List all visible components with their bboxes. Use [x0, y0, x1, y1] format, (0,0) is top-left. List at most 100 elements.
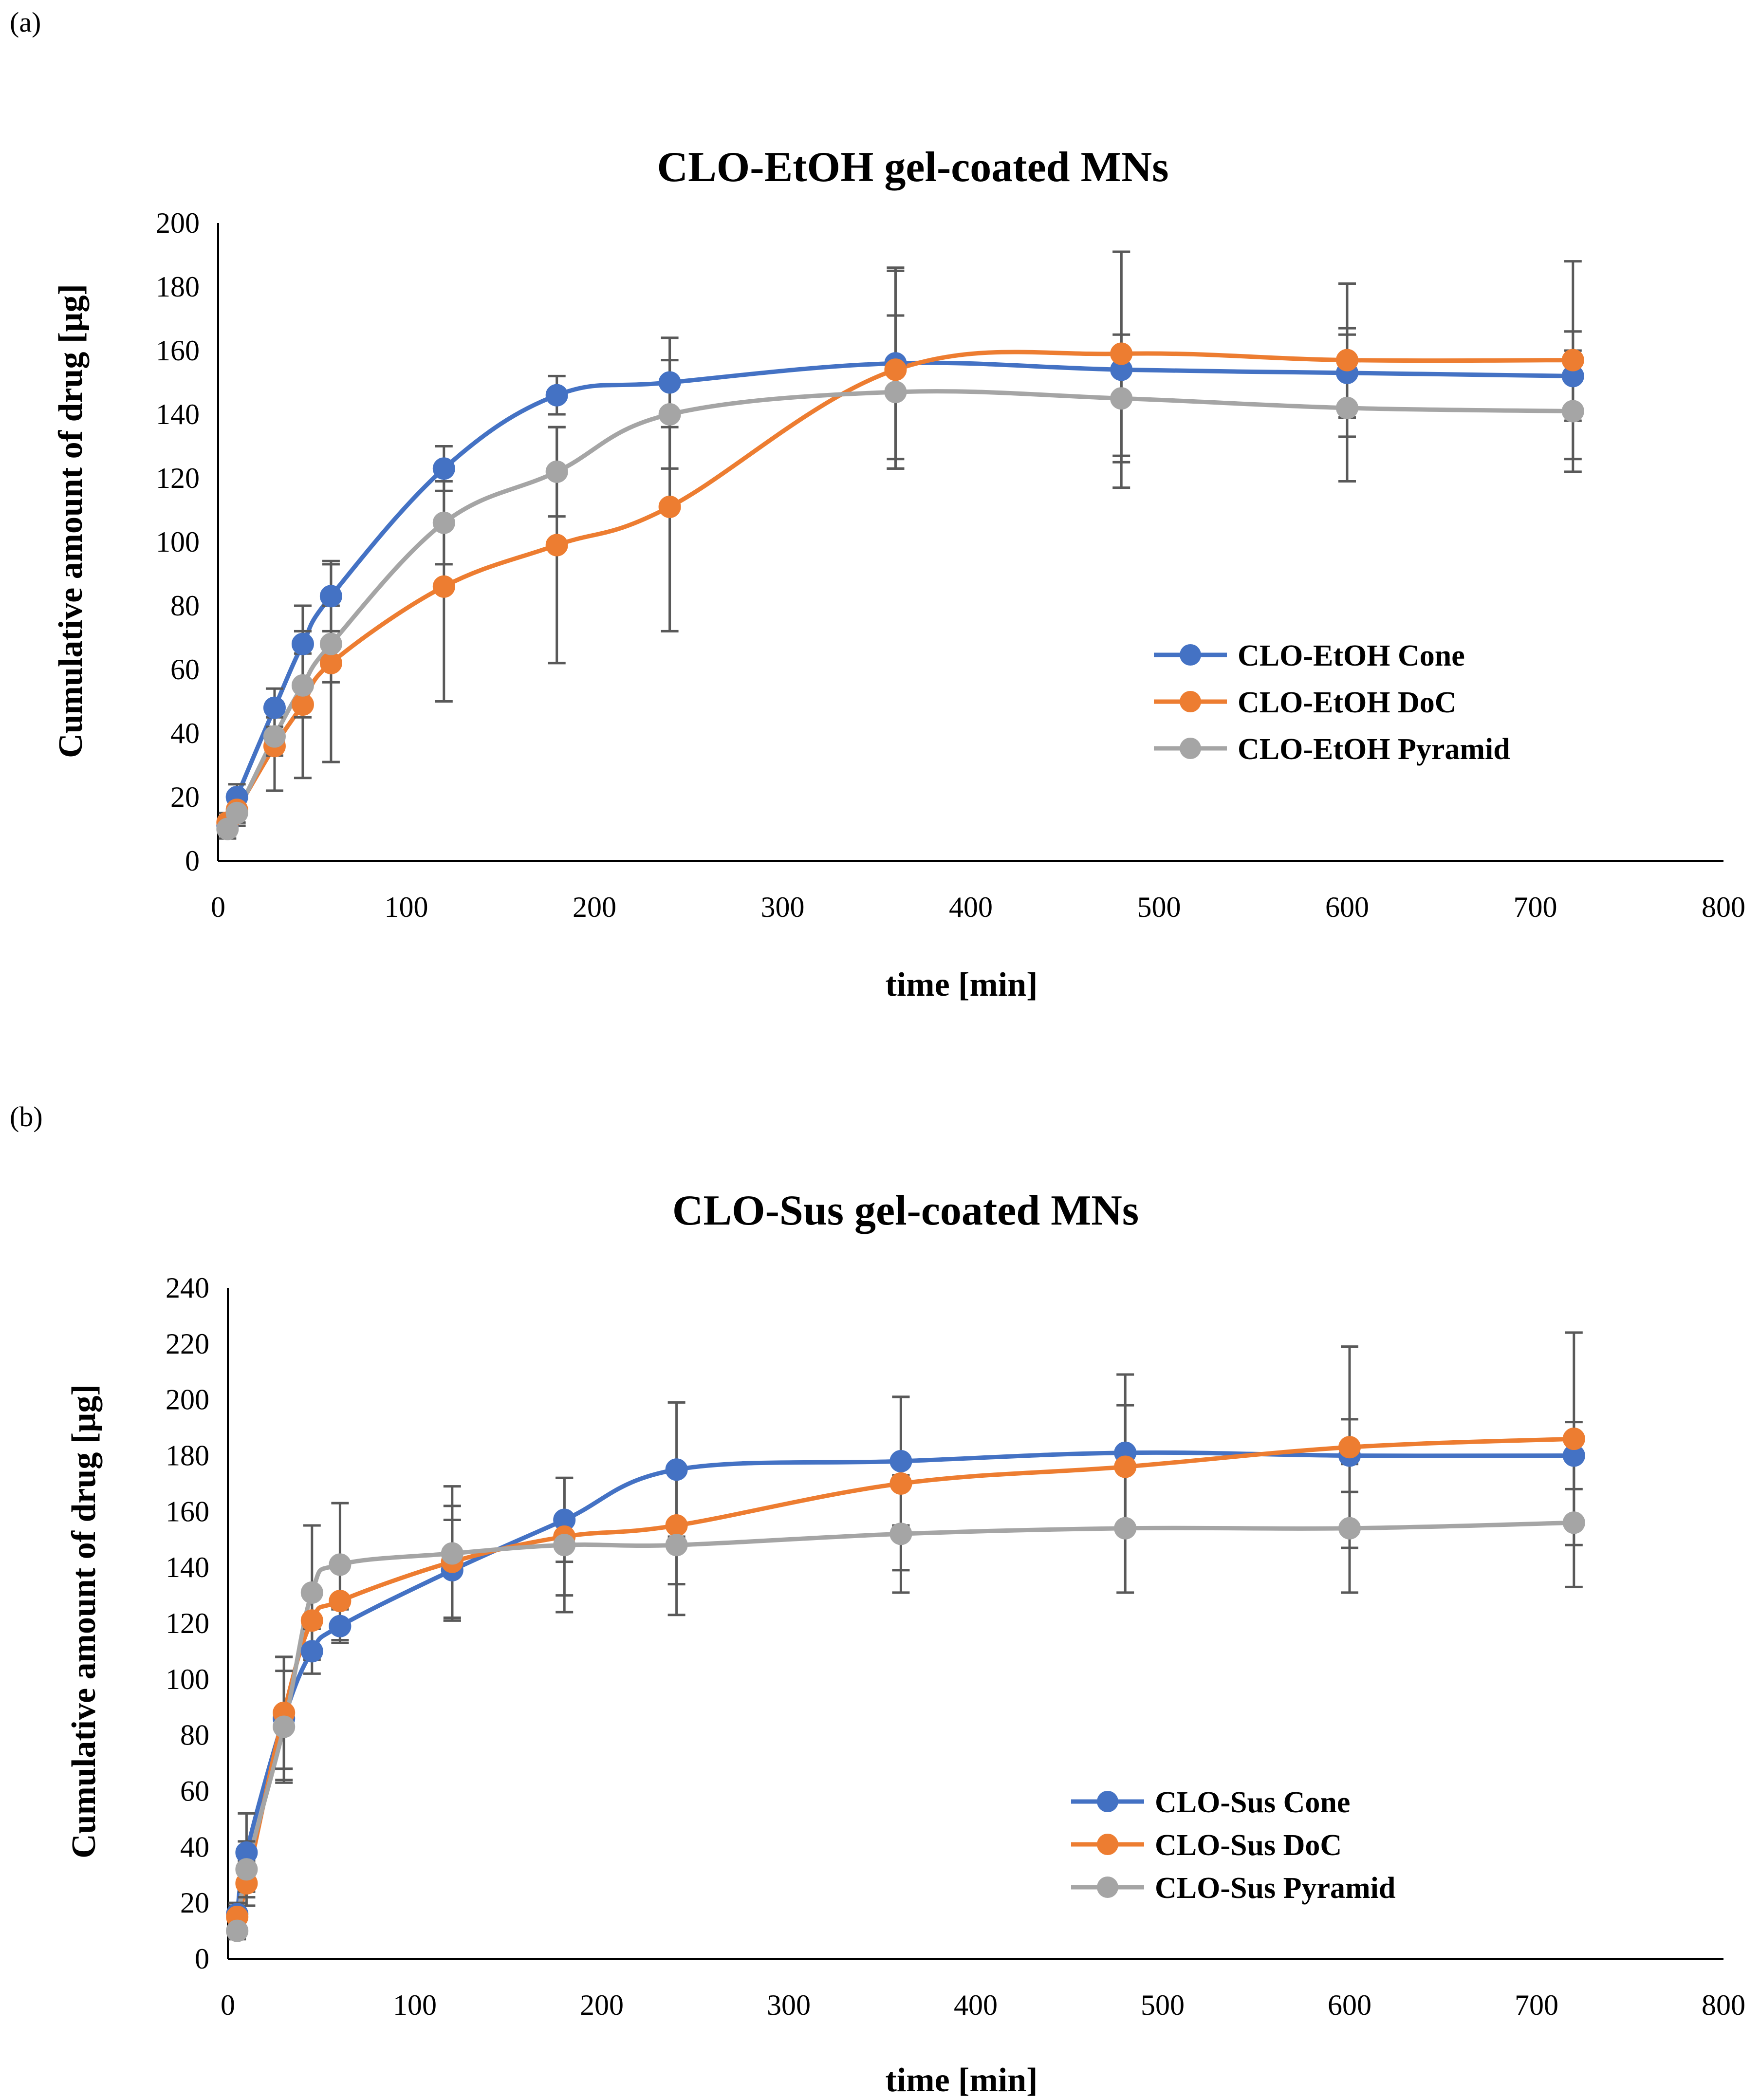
chart-b-xtick-label: 700	[1515, 1989, 1558, 2021]
chart-a-point-s2	[1561, 349, 1584, 372]
chart-a-point-s2	[545, 534, 568, 557]
chart-b-point-s3	[441, 1542, 463, 1565]
chart-b-point-s3	[889, 1523, 912, 1545]
chart-a-point-s1	[319, 585, 342, 608]
chart-a-legend-label-2: CLO-EtOH DoC	[1238, 686, 1457, 719]
chart-b-point-s3	[273, 1715, 296, 1738]
chart-b-xtick-label: 100	[393, 1989, 437, 2021]
chart-a-xtick-label: 0	[211, 891, 225, 923]
chart-b-point-s2	[1114, 1455, 1137, 1478]
chart-b-point-s3	[226, 1919, 249, 1942]
chart-b-legend-label-3: CLO-Sus Pyramid	[1155, 1872, 1395, 1905]
chart-a-point-s3	[1561, 400, 1584, 423]
chart-a-point-s3	[1110, 387, 1133, 410]
chart-a-point-s1	[291, 632, 314, 655]
chart-b-point-s3	[235, 1858, 258, 1881]
chart-a-legend-marker-1	[1180, 644, 1201, 666]
chart-a-xtick-label: 700	[1514, 891, 1557, 923]
chart-b-ytick-label: 20	[180, 1887, 209, 1919]
chart-b-point-s3	[1114, 1517, 1137, 1540]
chart-b-point-s3	[553, 1534, 576, 1557]
chart-b-series-line-2	[235, 1436, 1574, 1918]
chart-a-legend-label-1: CLO-EtOH Cone	[1238, 639, 1465, 672]
chart-a-legend-label-3: CLO-EtOH Pyramid	[1238, 733, 1510, 766]
chart-b-point-s3	[1338, 1517, 1361, 1540]
chart-a-point-s1	[545, 384, 568, 407]
chart-a-point-s3	[319, 632, 342, 655]
chart-b-ytick-label: 120	[166, 1607, 209, 1639]
chart-b-point-s3	[1562, 1511, 1585, 1534]
chart-b-point-s2	[329, 1590, 352, 1613]
chart-b-point-s1	[329, 1615, 352, 1637]
chart-b-xtick-label: 0	[221, 1989, 235, 2021]
chart-b-ytick-label: 180	[166, 1440, 209, 1472]
chart-a-ytick-label: 120	[156, 462, 200, 494]
chart-b-point-s1	[665, 1458, 688, 1481]
chart-a-ytick-label: 0	[185, 845, 200, 877]
chart-b-point-s2	[300, 1609, 323, 1632]
chart-a-point-s2	[658, 495, 681, 518]
chart-b-ytick-label: 200	[166, 1384, 209, 1416]
chart-a-point-s2	[291, 693, 314, 716]
chart-a-point-s3	[1336, 396, 1358, 419]
chart-a-ylabel: Cumulative amount of drug [µg]	[52, 284, 90, 758]
chart-a-title: CLO-EtOH gel-coated MNs	[657, 144, 1169, 191]
chart-b-ytick-label: 160	[166, 1495, 209, 1527]
chart-b-ytick-label: 140	[166, 1551, 209, 1583]
chart-a-xtick-label: 800	[1702, 891, 1745, 923]
chart-b-ytick-label: 40	[180, 1831, 209, 1863]
chart-a-point-s1	[432, 457, 455, 480]
chart-a-legend-marker-2	[1180, 691, 1201, 712]
chart-b: CLO-Sus gel-coated MNs time [min] Cumula…	[65, 1187, 1745, 2099]
chart-b-point-s2	[1562, 1428, 1585, 1450]
chart-a-ytick-label: 60	[170, 653, 200, 686]
chart-a-ytick-label: 160	[156, 335, 200, 367]
chart-b-ytick-label: 220	[166, 1328, 209, 1360]
chart-b-legend-label-1: CLO-Sus Cone	[1155, 1786, 1350, 1819]
chart-a-ytick-label: 40	[170, 717, 200, 749]
chart-a-series-line-1	[225, 360, 1573, 827]
chart-b-title: CLO-Sus gel-coated MNs	[672, 1187, 1139, 1234]
chart-b-point-s3	[329, 1553, 352, 1576]
chart-a-point-s3	[658, 403, 681, 426]
chart-a-point-s3	[291, 674, 314, 697]
chart-a-xtick-label: 400	[949, 891, 993, 923]
chart-a-xtick-label: 500	[1137, 891, 1181, 923]
chart-a-ytick-label: 140	[156, 398, 200, 430]
chart-b-ytick-label: 60	[180, 1775, 209, 1807]
chart-b-point-s2	[1338, 1436, 1361, 1459]
chart-a-point-s3	[263, 725, 286, 748]
chart-a-xtick-label: 200	[573, 891, 616, 923]
panel-label-b: (b)	[10, 1101, 43, 1133]
chart-a-point-s3	[545, 460, 568, 483]
chart-a-point-s1	[263, 696, 286, 719]
chart-a-xtick-label: 600	[1325, 891, 1369, 923]
chart-a-xtick-label: 300	[761, 891, 805, 923]
chart-b-point-s2	[665, 1514, 688, 1537]
chart-a-point-s2	[884, 358, 907, 381]
chart-a-point-s2	[1336, 349, 1358, 372]
chart-a-point-s3	[884, 381, 907, 404]
chart-b-ytick-label: 240	[166, 1272, 209, 1304]
chart-a-point-s3	[432, 511, 455, 534]
chart-b-legend-marker-3	[1097, 1877, 1118, 1898]
chart-b-xtick-label: 500	[1141, 1989, 1185, 2021]
chart-a-point-s2	[319, 651, 342, 674]
chart-b-ylabel: Cumulative amount of drug [µg]	[65, 1384, 103, 1858]
chart-b-ytick-label: 100	[166, 1663, 209, 1695]
chart-b-series-line-3	[235, 1520, 1574, 1932]
chart-b-ytick-label: 80	[180, 1719, 209, 1751]
chart-b-xtick-label: 300	[767, 1989, 811, 2021]
chart-b-ytick-label: 0	[195, 1943, 209, 1975]
chart-b-xlabel: time [min]	[886, 2062, 1038, 2099]
chart-a-point-s3	[225, 801, 248, 824]
chart-a-xtick-label: 100	[385, 891, 428, 923]
chart-a-ytick-label: 200	[156, 207, 200, 239]
chart-a-ytick-label: 180	[156, 271, 200, 303]
chart-b-xtick-label: 400	[954, 1989, 998, 2021]
chart-a-series-line-2	[225, 350, 1573, 824]
chart-a-legend-marker-3	[1180, 738, 1201, 759]
chart-b-legend-marker-1	[1097, 1791, 1118, 1812]
chart-a-ytick-label: 20	[170, 781, 200, 813]
